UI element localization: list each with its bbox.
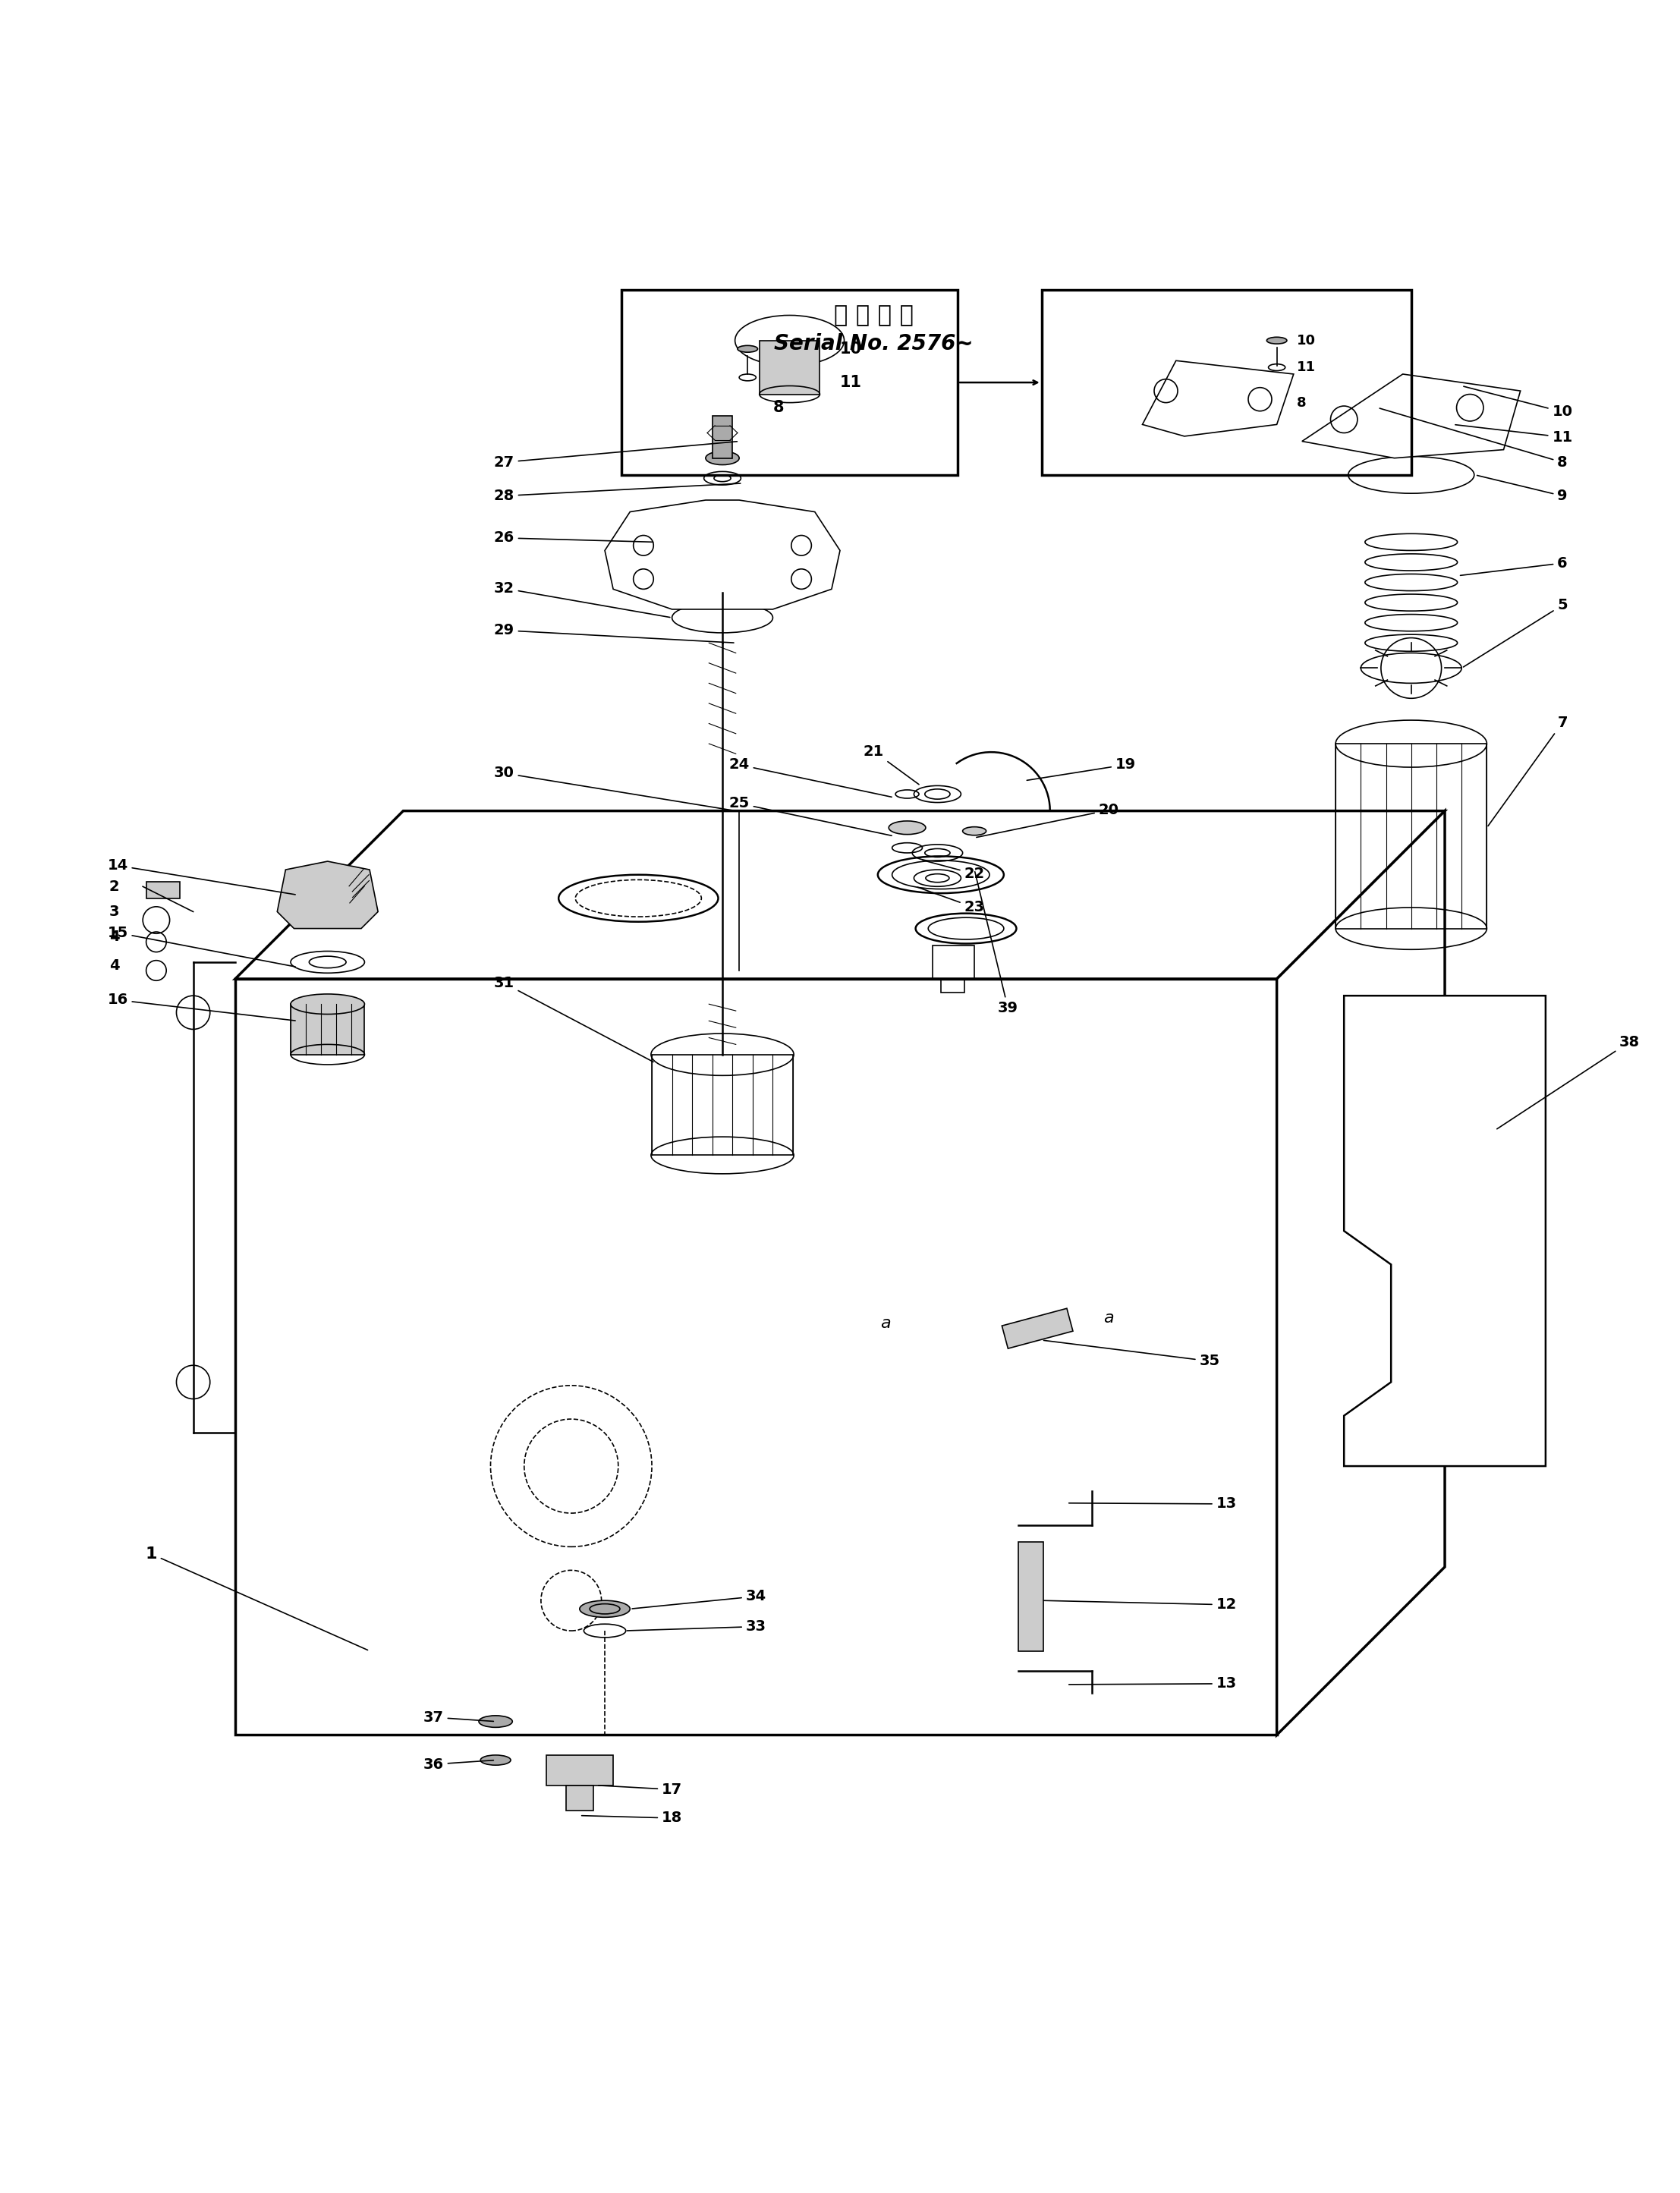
Polygon shape <box>1302 375 1520 458</box>
Polygon shape <box>1277 811 1445 1735</box>
Text: 32: 32 <box>494 581 670 616</box>
Ellipse shape <box>963 827 986 836</box>
Text: 37: 37 <box>423 1711 494 1724</box>
Text: 11: 11 <box>1455 425 1572 445</box>
Bar <box>941 978 964 993</box>
Ellipse shape <box>650 1033 793 1075</box>
Text: 4: 4 <box>109 958 119 974</box>
Bar <box>759 340 820 395</box>
Text: 10: 10 <box>1463 386 1572 419</box>
Text: 18: 18 <box>581 1811 682 1825</box>
Ellipse shape <box>1336 719 1487 768</box>
Text: 5: 5 <box>1463 599 1567 667</box>
Bar <box>146 882 180 899</box>
Text: 20: 20 <box>976 803 1119 838</box>
Text: 13: 13 <box>1068 1675 1236 1691</box>
Text: 4: 4 <box>109 930 119 945</box>
Text: 38: 38 <box>1497 1035 1640 1129</box>
Text: 23: 23 <box>917 888 984 914</box>
Text: 11: 11 <box>840 375 862 390</box>
Text: 39: 39 <box>974 873 1018 1015</box>
Text: Serial No. 2576~: Serial No. 2576~ <box>774 333 973 355</box>
Text: 24: 24 <box>729 757 892 796</box>
Ellipse shape <box>480 1754 511 1765</box>
Text: 7: 7 <box>1488 715 1567 827</box>
Text: 29: 29 <box>494 623 734 643</box>
Ellipse shape <box>580 1601 630 1616</box>
Text: 33: 33 <box>627 1618 766 1634</box>
Text: 17: 17 <box>598 1783 682 1796</box>
Text: 35: 35 <box>1043 1340 1220 1368</box>
Bar <box>712 417 732 458</box>
Text: 10: 10 <box>840 342 862 357</box>
Text: 25: 25 <box>729 796 892 836</box>
Text: 8: 8 <box>773 399 785 414</box>
Ellipse shape <box>739 375 756 382</box>
Text: 30: 30 <box>494 765 734 811</box>
Ellipse shape <box>734 316 843 366</box>
Text: 31: 31 <box>494 976 654 1061</box>
Text: 34: 34 <box>632 1590 766 1610</box>
Text: a: a <box>1104 1311 1114 1327</box>
Text: 9: 9 <box>1477 476 1567 502</box>
Bar <box>546 1754 613 1785</box>
Bar <box>566 1785 593 1811</box>
Text: 10: 10 <box>1297 333 1315 346</box>
Text: 8: 8 <box>1379 408 1567 469</box>
Text: 3: 3 <box>109 904 119 919</box>
Text: 13: 13 <box>1068 1498 1236 1511</box>
Ellipse shape <box>706 452 739 465</box>
Ellipse shape <box>1268 364 1285 371</box>
Bar <box>1001 1309 1074 1349</box>
Bar <box>235 978 1277 1735</box>
Text: 14: 14 <box>108 857 296 895</box>
Polygon shape <box>605 500 840 610</box>
Text: 1: 1 <box>144 1546 368 1649</box>
Text: 12: 12 <box>1043 1597 1236 1612</box>
Bar <box>932 945 974 978</box>
Text: 2: 2 <box>109 879 119 895</box>
Polygon shape <box>1142 360 1294 436</box>
Bar <box>1018 1542 1043 1651</box>
Ellipse shape <box>1267 338 1287 344</box>
Ellipse shape <box>291 993 365 1013</box>
Text: 16: 16 <box>108 993 296 1020</box>
Bar <box>1336 743 1487 928</box>
Polygon shape <box>277 862 378 928</box>
Polygon shape <box>1344 996 1546 1467</box>
Text: 21: 21 <box>864 743 919 785</box>
Text: 8: 8 <box>1297 395 1307 410</box>
Text: 6: 6 <box>1460 555 1567 575</box>
Bar <box>291 1004 365 1055</box>
Ellipse shape <box>738 346 758 353</box>
Bar <box>622 289 958 476</box>
Bar <box>1042 289 1411 476</box>
Text: 22: 22 <box>922 860 984 882</box>
Text: a: a <box>880 1316 890 1331</box>
Text: 26: 26 <box>494 531 654 546</box>
Text: 36: 36 <box>423 1757 494 1772</box>
Text: 19: 19 <box>1026 757 1136 781</box>
Text: 28: 28 <box>494 482 741 502</box>
Ellipse shape <box>479 1715 512 1728</box>
Text: 15: 15 <box>108 925 296 967</box>
Ellipse shape <box>889 820 926 833</box>
Bar <box>652 1055 793 1156</box>
Text: 適 用 号 機: 適 用 号 機 <box>833 305 914 327</box>
Text: 27: 27 <box>494 441 738 469</box>
Text: 11: 11 <box>1297 360 1315 375</box>
